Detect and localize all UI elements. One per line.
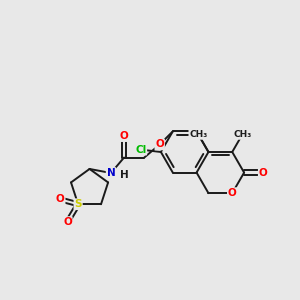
Text: N: N	[106, 168, 115, 178]
Text: CH₃: CH₃	[189, 130, 208, 139]
Text: O: O	[63, 217, 72, 227]
Text: H: H	[120, 170, 128, 180]
Text: Cl: Cl	[135, 145, 146, 154]
Text: O: O	[155, 140, 164, 149]
Text: CH₃: CH₃	[233, 130, 251, 139]
Text: O: O	[228, 188, 237, 198]
Text: O: O	[120, 131, 128, 141]
Text: O: O	[56, 194, 64, 205]
Text: O: O	[259, 168, 268, 178]
Text: S: S	[74, 199, 82, 209]
